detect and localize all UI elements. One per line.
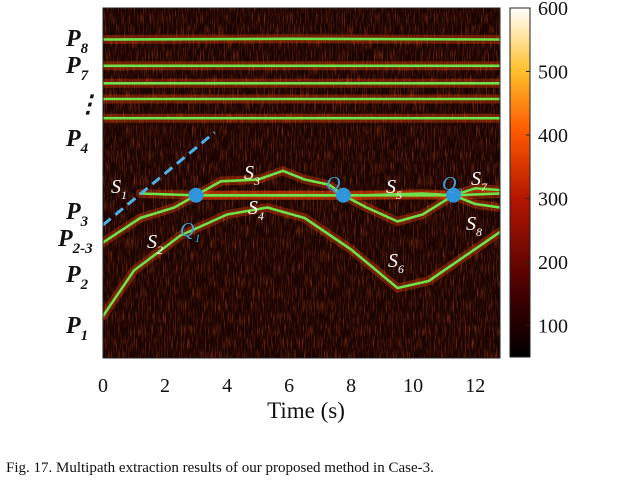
- path-line-p1: [103, 206, 500, 318]
- segment-label-s7: S7: [471, 168, 488, 194]
- path-line-s3: [194, 169, 345, 197]
- path-label-p2-3: P2-3: [57, 226, 93, 257]
- path-line-p2: [103, 194, 198, 244]
- segment-label-s2: S2: [147, 231, 163, 257]
- path-line-s8: [452, 194, 500, 209]
- intersection-label-q1: Q1: [180, 219, 200, 245]
- x-tick-label-8: 8: [346, 375, 356, 397]
- path-label-p3: P3: [65, 199, 89, 230]
- path-label-p8: P8: [65, 26, 89, 57]
- path-label-p4: P4: [65, 126, 89, 157]
- path-line-s6: [342, 194, 455, 223]
- path-line-s5: [342, 192, 455, 197]
- segment-label-s3: S3: [244, 162, 260, 188]
- x-tick-label-6: 6: [284, 375, 294, 397]
- intersection-label-q2: Q2: [326, 173, 346, 199]
- intersection-label-q3: Q3: [442, 173, 462, 199]
- x-tick-label-12: 12: [465, 375, 485, 397]
- segment-label-s6: S6: [388, 250, 404, 276]
- path-line-s7: [452, 187, 500, 197]
- colorbar-tick-label-600: 600: [538, 0, 568, 20]
- colorbar-tick-label-100: 100: [538, 315, 568, 337]
- dashed-path-p2-3: [103, 131, 216, 227]
- intersection-marker-q2: [335, 187, 351, 203]
- intersection-marker-q3: [445, 187, 461, 203]
- figure-caption: Fig. 17. Multipath extraction results of…: [6, 460, 434, 476]
- path-line-p8: [103, 37, 500, 41]
- segment-label-s4: S4: [248, 197, 264, 223]
- plot-frame: [102, 7, 501, 359]
- colorbar-tick-label-500: 500: [538, 61, 568, 83]
- x-tick-label-0: 0: [98, 375, 108, 397]
- x-tick-label-4: 4: [222, 375, 232, 397]
- x-axis-label: Time (s): [267, 398, 345, 423]
- path-label-p2: P2: [65, 262, 89, 293]
- x-tick-label-2: 2: [160, 375, 170, 397]
- colorbar: [509, 7, 531, 358]
- x-tick-label-10: 10: [403, 375, 423, 397]
- segment-label-s8: S8: [466, 213, 482, 239]
- colorbar-tick-label-400: 400: [538, 125, 568, 147]
- path-label-p1: P1: [65, 313, 88, 344]
- segment-label-s1: S1: [111, 176, 127, 202]
- path-label-ellipsis: ⋮: [76, 92, 100, 118]
- intersection-marker-q1: [188, 187, 204, 203]
- colorbar-tick-label-300: 300: [538, 188, 568, 210]
- segment-label-s5: S5: [386, 176, 402, 202]
- colorbar-tick-label-200: 200: [538, 252, 568, 274]
- path-label-p7: P7: [65, 53, 89, 84]
